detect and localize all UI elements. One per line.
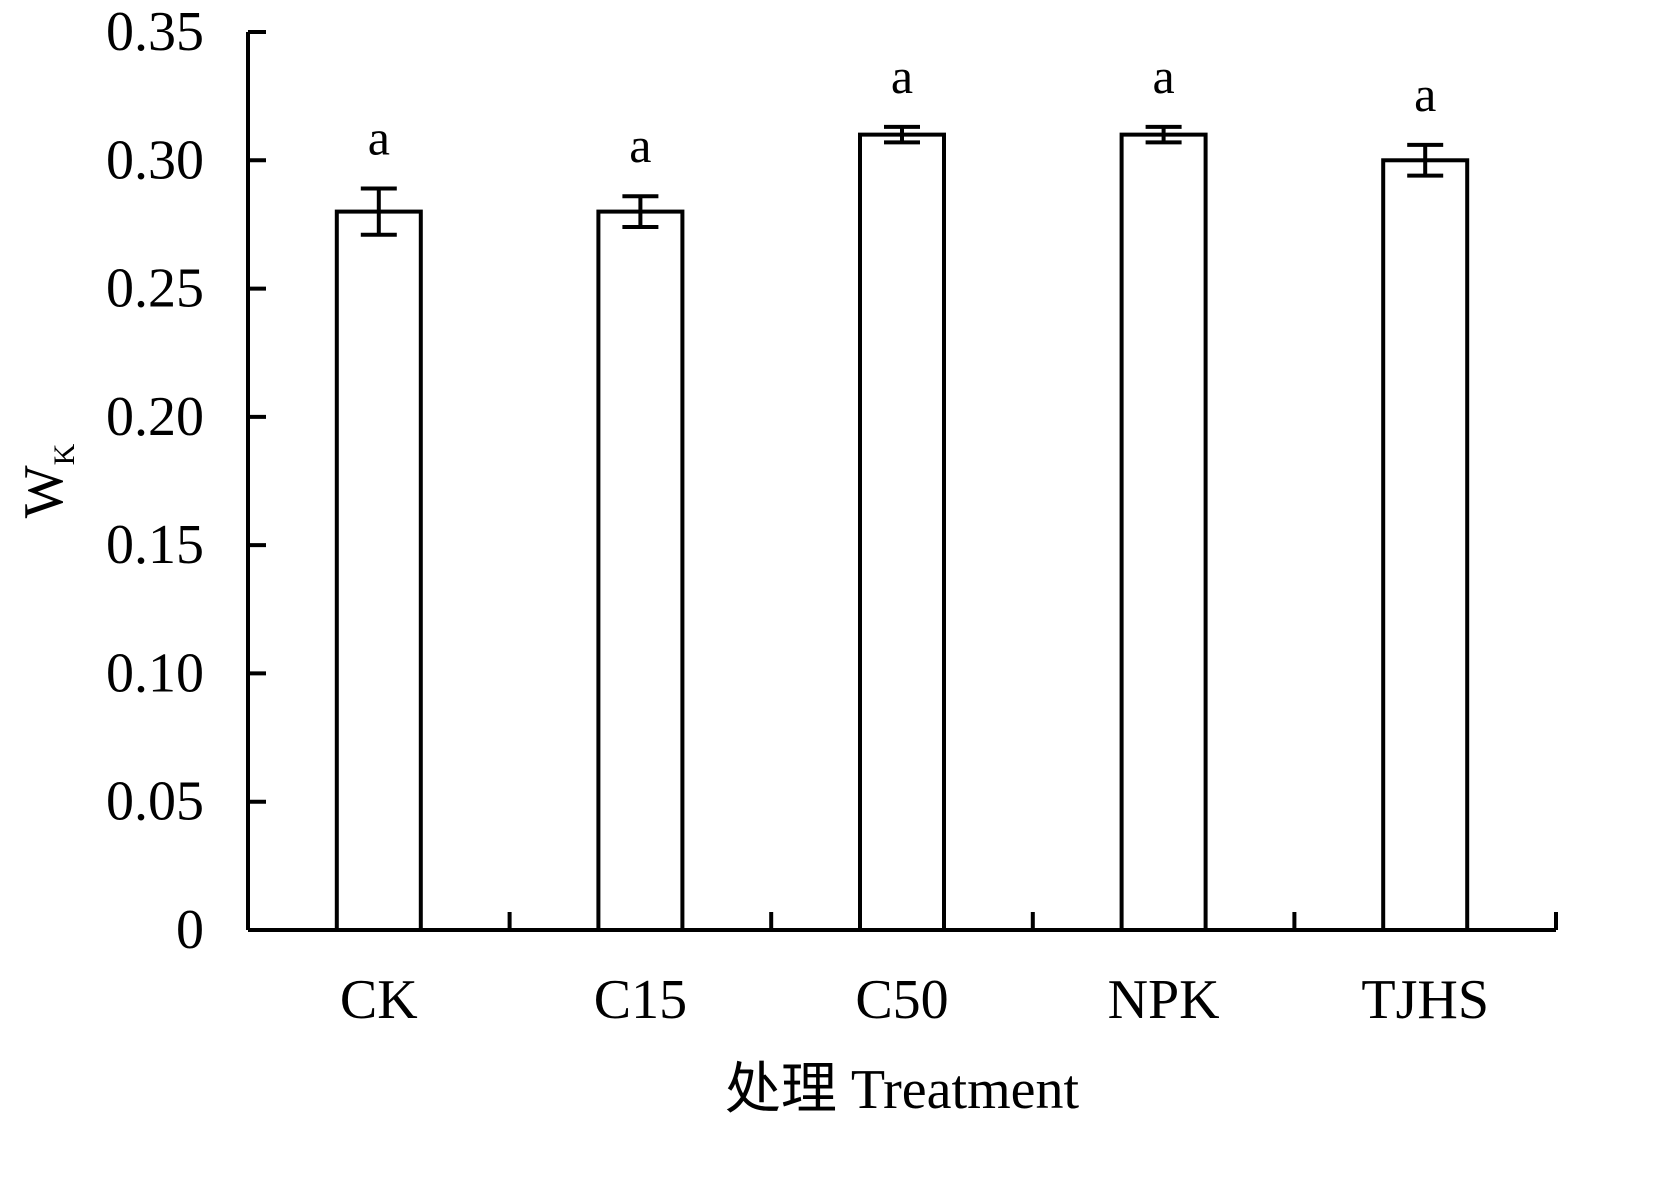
y-tick-label: 0.25: [106, 258, 204, 320]
y-ticks: 0 0.05 0.10 0.15 0.20 0.25 0.30 0.35: [106, 1, 266, 961]
bar-c50: [858, 132, 946, 932]
axes: [246, 32, 1556, 932]
significance-label: a: [1152, 48, 1174, 104]
y-tick-label: 0: [176, 899, 204, 961]
y-tick-label: 0.15: [106, 514, 204, 576]
y-tick-label: 0.10: [106, 642, 204, 704]
y-tick-label: 0.30: [106, 129, 204, 191]
significance-label: a: [629, 117, 651, 173]
plot-area: a a a a a: [334, 48, 1470, 933]
bar-npk: [1119, 132, 1208, 932]
x-axis-title: 处理 Treatment: [725, 1059, 1080, 1121]
category-label-npk: NPK: [1108, 969, 1220, 1031]
significance-label: a: [1414, 66, 1436, 122]
category-label-ck: CK: [340, 969, 418, 1031]
significance-label: a: [368, 110, 390, 166]
bar-ck: [334, 209, 423, 933]
bar-c15: [596, 209, 685, 933]
category-label-tjhs: TJHS: [1361, 969, 1489, 1031]
y-axis-title-main: W: [13, 465, 75, 518]
y-tick-label: 0.20: [106, 386, 204, 448]
x-ticks: [507, 912, 1558, 930]
y-axis-title-subscript: K: [48, 443, 81, 465]
category-label-c50: C50: [855, 969, 948, 1031]
y-axis-title: WK: [13, 443, 81, 518]
category-label-c15: C15: [594, 969, 687, 1031]
y-tick-label: 0.05: [106, 771, 204, 833]
y-tick-label: 0.35: [106, 1, 204, 63]
bar-tjhs: [1381, 158, 1470, 933]
category-labels: CK C15 C50 NPK TJHS: [340, 969, 1489, 1031]
significance-label: a: [891, 48, 913, 104]
